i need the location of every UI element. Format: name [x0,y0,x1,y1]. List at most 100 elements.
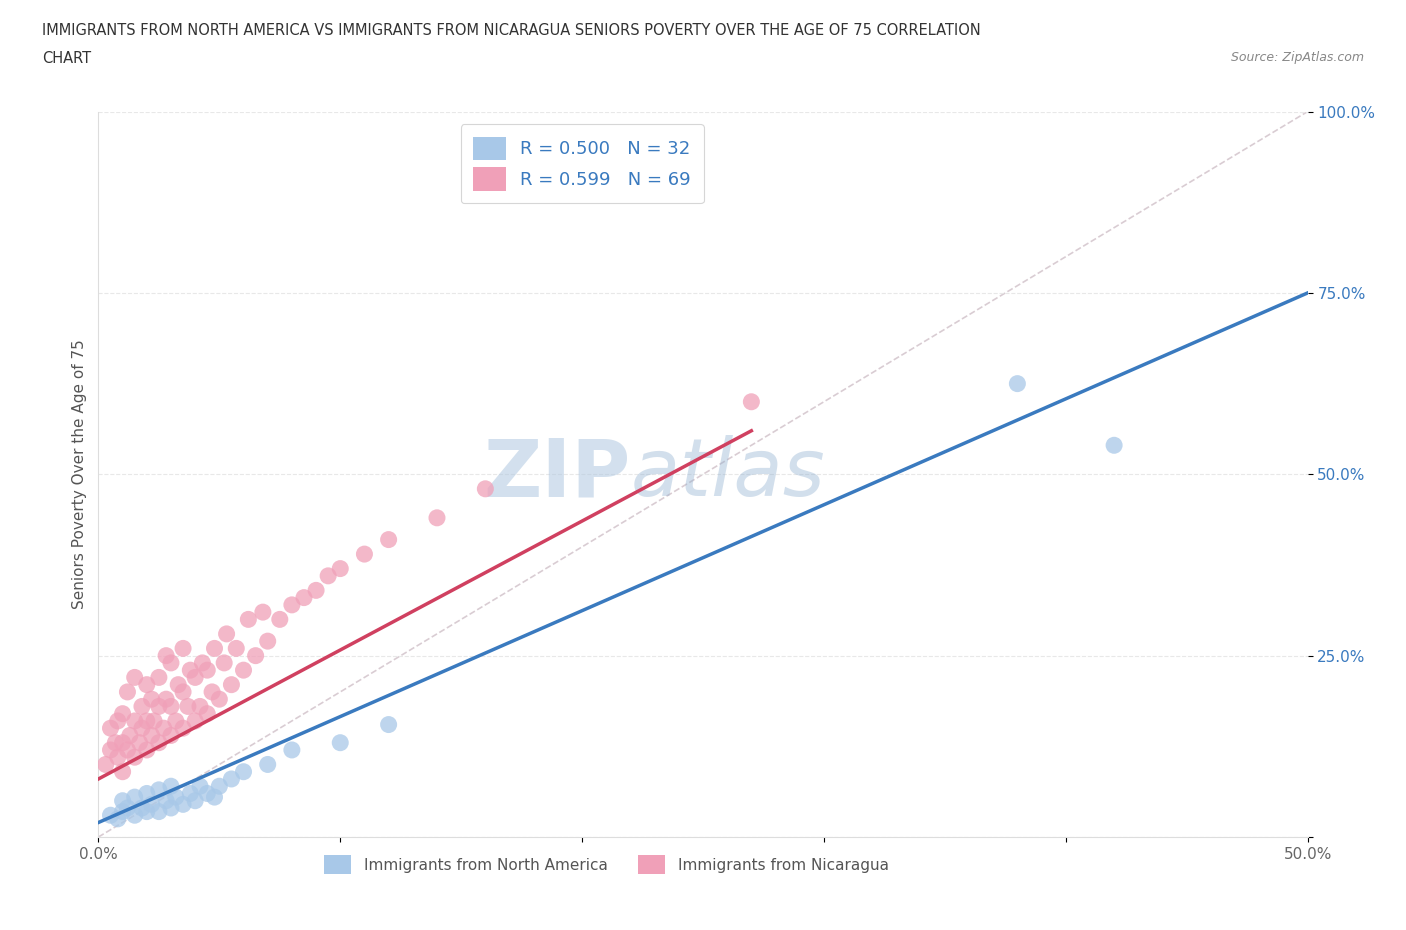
Point [184,670,207,684]
Point [426,511,449,525]
Point [252,604,274,619]
Point [195,706,218,721]
Point [107,713,129,728]
Point [195,786,218,801]
Point [204,641,226,656]
Point [221,772,243,787]
Point [172,721,194,736]
Point [155,793,177,808]
Point [225,641,247,656]
Point [160,699,183,714]
Point [353,547,375,562]
Point [124,750,146,764]
Text: IMMIGRANTS FROM NORTH AMERICA VS IMMIGRANTS FROM NICARAGUA SENIORS POVERTY OVER : IMMIGRANTS FROM NORTH AMERICA VS IMMIGRA… [42,23,981,38]
Point [305,583,328,598]
Point [201,684,224,699]
Point [329,561,352,576]
Point [377,532,399,547]
Point [135,804,157,819]
Point [208,778,231,793]
Point [135,786,157,801]
Point [188,778,211,793]
Point [245,648,267,663]
Point [111,706,134,721]
Point [100,721,122,736]
Point [141,797,163,812]
Point [256,757,278,772]
Point [148,782,170,797]
Point [165,713,187,728]
Point [208,692,231,707]
Point [177,699,200,714]
Point [160,778,183,793]
Point [1102,438,1125,453]
Point [160,728,183,743]
Point [100,808,122,823]
Point [377,717,399,732]
Point [256,633,278,648]
Point [160,656,183,671]
Point [124,713,146,728]
Point [204,790,226,804]
Point [740,394,762,409]
Point [215,627,238,642]
Point [131,721,153,736]
Point [143,713,166,728]
Point [135,677,157,692]
Point [172,684,194,699]
Point [155,648,177,663]
Text: CHART: CHART [42,51,91,66]
Point [292,591,315,605]
Point [118,728,141,743]
Point [179,786,201,801]
Point [148,736,170,751]
Point [167,677,190,692]
Point [107,811,129,827]
Point [124,670,146,684]
Point [111,736,134,751]
Point [111,764,134,779]
Point [107,750,129,764]
Point [141,692,163,707]
Point [232,764,254,779]
Point [128,736,150,751]
Text: Source: ZipAtlas.com: Source: ZipAtlas.com [1230,51,1364,64]
Point [269,612,291,627]
Point [316,568,339,583]
Point [131,699,153,714]
Point [281,597,304,612]
Point [172,797,194,812]
Point [148,670,170,684]
Point [329,736,352,751]
Point [124,790,146,804]
Point [124,808,146,823]
Point [191,656,214,671]
Point [221,677,243,692]
Point [160,801,183,816]
Point [155,692,177,707]
Legend: Immigrants from North America, Immigrants from Nicaragua: Immigrants from North America, Immigrant… [318,849,894,880]
Point [281,742,304,757]
Point [141,728,163,743]
Text: ZIP: ZIP [484,435,630,513]
Point [184,793,207,808]
Point [184,713,207,728]
Point [232,663,254,678]
Point [117,742,139,757]
Point [148,804,170,819]
Point [117,684,139,699]
Point [131,801,153,816]
Point [1007,377,1029,392]
Point [165,790,187,804]
Point [94,757,117,772]
Point [152,721,174,736]
Point [148,699,170,714]
Point [474,482,496,497]
Point [238,612,260,627]
Point [104,736,127,751]
Point [179,663,201,678]
Y-axis label: Seniors Poverty Over the Age of 75: Seniors Poverty Over the Age of 75 [72,339,87,609]
Point [172,641,194,656]
Point [111,804,134,819]
Point [188,699,211,714]
